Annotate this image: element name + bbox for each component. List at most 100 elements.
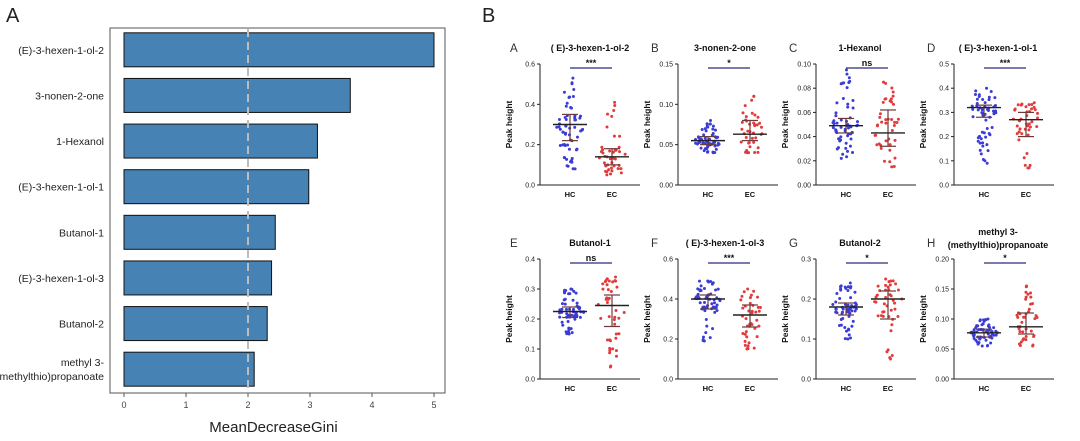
dot-a-ec-29 — [616, 167, 620, 171]
dot-f-ec-24 — [743, 332, 747, 336]
dot-plot-d: D ( E)-3-hexen-1-ol-1 0.0 0.1 0.2 0.3 0.4 0.5 Pe… — [918, 43, 1054, 199]
dot-f-hc-24 — [714, 288, 718, 292]
dot-a-ec-18 — [612, 134, 616, 138]
y-tick-label-f-0-0: 0.0 — [663, 377, 673, 384]
dot-c-hc-45 — [847, 76, 851, 80]
dot-d-ec-16 — [1016, 103, 1020, 107]
dot-a-hc-43 — [557, 125, 561, 129]
dot-e-hc-53 — [568, 292, 572, 296]
dot-h-ec-38 — [1020, 320, 1024, 324]
dot-d-hc-44 — [976, 136, 980, 140]
subplot-title-c: 1-Hexanol — [838, 43, 881, 53]
y-tick-label-d-0-1: 0.1 — [939, 158, 949, 165]
dot-a-hc-6 — [558, 144, 562, 148]
dot-e-hc-46 — [563, 297, 567, 301]
y-tick-label-f-0-6: 0.6 — [663, 257, 673, 264]
dot-g-hc-51 — [847, 333, 851, 337]
x-tick-label-2: 2 — [245, 400, 250, 410]
panel-label-b: B — [482, 5, 495, 27]
dot-b-ec-28 — [750, 98, 754, 102]
dot-f-ec-9 — [739, 298, 743, 302]
dot-f-ec-20 — [758, 306, 762, 310]
dot-d-ec-13 — [1024, 105, 1028, 109]
dot-f-hc-36 — [701, 338, 705, 342]
dot-e-hc-38 — [564, 330, 568, 334]
group-label-b-ec: EC — [745, 190, 756, 199]
dot-b-ec-5 — [744, 115, 748, 119]
dot-b-hc-1 — [709, 118, 713, 122]
dot-c-ec-10 — [878, 115, 882, 119]
bar-1-hexanol — [123, 123, 318, 159]
dot-h-ec-32 — [1034, 314, 1038, 318]
dot-h-hc-47 — [984, 318, 988, 322]
dot-h-ec-37 — [1031, 343, 1035, 347]
dot-e-ec-1 — [613, 275, 617, 279]
dot-e-hc-6 — [570, 313, 574, 317]
dot-e-ec-27 — [614, 308, 618, 312]
dot-d-hc-30 — [981, 141, 985, 145]
dot-b-hc-42 — [705, 124, 709, 128]
dot-h-ec-22 — [1027, 307, 1031, 311]
dot-f-ec-13 — [740, 294, 744, 298]
dot-plots-grid: A ( E)-3-hexen-1-ol-2 0.0 0.2 0.4 0.6 Peak hei… — [504, 43, 1054, 393]
y-tick-label-a-0-6: 0.6 — [525, 62, 535, 69]
dot-e-ec-39 — [614, 349, 618, 353]
dot-g-ec-41 — [874, 295, 878, 299]
dot-d-ec-24 — [1022, 156, 1026, 160]
dot-c-ec-38 — [892, 164, 896, 168]
dot-f-hc-6 — [713, 301, 717, 305]
dot-g-hc-31 — [849, 285, 853, 289]
dot-c-ec-25 — [876, 123, 880, 127]
y-tick-label-e-0-4: 0.4 — [525, 257, 535, 264]
dot-g-ec-12 — [882, 302, 886, 306]
dot-b-ec-22 — [745, 148, 749, 152]
dot-h-ec-30 — [1019, 340, 1023, 344]
dot-c-hc-15 — [845, 155, 849, 159]
y-tick-label-d-0-2: 0.2 — [939, 134, 949, 141]
dot-g-ec-9 — [887, 288, 891, 292]
dot-f-ec-21 — [741, 306, 745, 310]
dot-d-hc-17 — [974, 93, 978, 97]
dot-g-hc-52 — [853, 301, 857, 305]
dot-f-hc-34 — [702, 305, 706, 309]
dot-c-ec-33 — [884, 139, 888, 143]
dot-d-ec-29 — [1032, 105, 1036, 109]
dot-b-hc-44 — [703, 136, 707, 140]
dot-c-ec-19 — [890, 129, 894, 133]
dot-b-hc-36 — [702, 133, 706, 137]
dot-d-hc-38 — [974, 89, 978, 93]
dot-e-ec-15 — [609, 364, 613, 368]
dot-h-hc-58 — [986, 324, 990, 328]
dot-a-hc-48 — [573, 118, 577, 122]
dot-h-ec-41 — [1024, 334, 1028, 338]
dot-d-hc-28 — [982, 131, 986, 135]
dot-f-hc-44 — [715, 303, 719, 307]
dot-h-hc-45 — [992, 326, 996, 330]
dot-g-ec-18 — [888, 356, 892, 360]
dot-d-hc-59 — [981, 98, 985, 102]
dot-f-hc-48 — [703, 301, 707, 305]
dot-d-ec-15 — [1028, 125, 1032, 129]
dot-d-hc-57 — [977, 95, 981, 99]
dot-b-hc-51 — [711, 132, 715, 136]
dot-h-hc-51 — [976, 324, 980, 328]
dot-a-hc-33 — [571, 167, 575, 171]
dot-b-ec-38 — [753, 150, 757, 154]
bar-label-butanol-1: Butanol-1 — [59, 227, 104, 239]
dot-a-hc-7 — [565, 157, 569, 161]
dot-c-hc-19 — [831, 126, 835, 130]
y-tick-label-h-0-10: 0.10 — [935, 317, 949, 324]
dot-b-ec-18 — [755, 123, 759, 127]
dot-h-ec-34 — [1017, 342, 1021, 346]
dot-g-ec-32 — [887, 280, 891, 284]
x-tick-label-3: 3 — [307, 400, 312, 410]
dot-f-ec-4 — [748, 301, 752, 305]
sig-label-b: * — [727, 58, 731, 68]
y-tick-label-a-0-2: 0.2 — [525, 142, 535, 149]
dot-plot-a: A ( E)-3-hexen-1-ol-2 0.0 0.2 0.4 0.6 Peak hei… — [504, 43, 640, 199]
dot-c-hc-30 — [847, 81, 851, 85]
dot-g-ec-19 — [873, 300, 877, 304]
dot-d-ec-10 — [1028, 163, 1032, 167]
dot-g-ec-38 — [893, 301, 897, 305]
